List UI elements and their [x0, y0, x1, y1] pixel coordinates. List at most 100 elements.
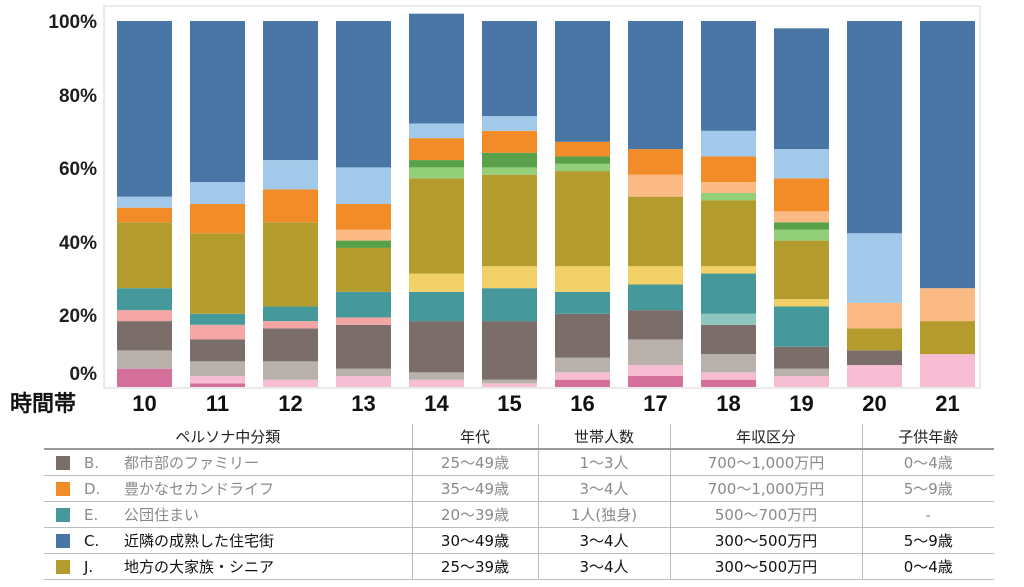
persona-cell: C. 近隣の成熟した住宅街: [44, 527, 412, 554]
bar-segment: [336, 21, 391, 168]
bar-segment: [263, 189, 318, 223]
persona-cell: B. 都市部のファミリー: [44, 449, 412, 476]
household-size-cell: 3〜4人: [537, 553, 670, 580]
age-cell: 30〜49歳: [411, 527, 538, 554]
bar-segment: [920, 21, 975, 289]
bar-segment: [701, 372, 756, 380]
bar-segment: [336, 324, 391, 369]
persona-name: 地方の大家族・シニア: [124, 558, 275, 576]
bar-segment: [336, 204, 391, 230]
header-child-age: 子供年齢: [861, 424, 994, 450]
bar-segment: [482, 321, 537, 380]
income-cell: 700〜1,000万円: [669, 475, 862, 502]
x-tick-label: 10: [132, 391, 156, 416]
persona-name: 都市部のファミリー: [124, 454, 260, 472]
bar-segment: [701, 130, 756, 157]
bar-segment: [628, 266, 683, 285]
bar-segment: [336, 368, 391, 377]
persona-code: C.: [84, 532, 100, 550]
persona-cell: J. 地方の大家族・シニア: [44, 553, 412, 580]
bar-segment: [190, 376, 245, 384]
bar-segment: [263, 321, 318, 329]
bar-segment: [701, 324, 756, 355]
income-cell: 500〜700万円: [669, 501, 862, 528]
bar-segment: [482, 152, 537, 168]
header-income: 年収区分: [669, 424, 862, 450]
bar-segment: [774, 229, 829, 241]
bar-segment: [774, 149, 829, 179]
bar-segment: [774, 178, 829, 212]
age-cell: 35〜49歳: [411, 475, 538, 502]
bar-segment: [190, 182, 245, 204]
x-tick-label: 20: [862, 391, 886, 416]
y-tick-label: 60%: [59, 159, 97, 180]
bar-segment: [117, 350, 172, 369]
bar-segment: [847, 302, 902, 329]
bar-segment: [263, 21, 318, 161]
persona-name: 公団住まい: [124, 506, 200, 524]
child-age-cell: -: [861, 501, 994, 528]
y-tick-label: 100%: [48, 12, 97, 33]
bar-segment: [555, 372, 610, 380]
table-row: E. 公団住まい 20〜39歳 1人(独身) 500〜700万円 -: [44, 501, 994, 528]
bar-segment: [774, 346, 829, 369]
bar-segment: [628, 284, 683, 311]
bar-segment: [920, 354, 975, 387]
bar-segment: [847, 233, 902, 303]
x-tick-label: 21: [935, 391, 959, 416]
household-size-cell: 3〜4人: [537, 527, 670, 554]
bar-segment: [117, 321, 172, 351]
bar-segment: [409, 379, 464, 387]
y-tick-label: 0%: [70, 364, 98, 385]
y-tick-label: 20%: [59, 306, 97, 327]
age-cell: 20〜39歳: [411, 501, 538, 528]
bar-segment: [409, 123, 464, 139]
bar-segment: [409, 273, 464, 292]
bar-segment: [555, 171, 610, 267]
table-row: B. 都市部のファミリー 25〜49歳 1〜3人 700〜1,000万円 0〜4歳: [44, 449, 994, 476]
income-cell: 300〜500万円: [669, 527, 862, 554]
bar-segment: [263, 328, 318, 362]
bar-segment: [190, 313, 245, 325]
bar-segment: [336, 247, 391, 292]
bar-segment: [701, 354, 756, 373]
bar-segment: [628, 365, 683, 377]
bar-segment: [482, 116, 537, 131]
child-age-cell: 0〜4歳: [861, 449, 994, 476]
bar-segment: [263, 160, 318, 190]
bar-segment: [336, 317, 391, 325]
legend-swatch: [56, 482, 70, 496]
persona-code: D.: [84, 480, 101, 498]
bar-segment: [482, 174, 537, 267]
household-size-cell: 1人(独身): [537, 501, 670, 528]
x-tick-label: 14: [424, 391, 449, 416]
table-row: D. 豊かなセカンドライフ 35〜49歳 3〜4人 700〜1,000万円 5〜9歳: [44, 475, 994, 502]
bar-segment: [190, 324, 245, 340]
bar-segment: [555, 21, 610, 142]
legend-swatch: [56, 456, 70, 470]
x-tick-label: 19: [789, 391, 813, 416]
x-tick-label: 18: [716, 391, 740, 416]
bar-segment: [555, 379, 610, 387]
persona-cell: E. 公団住まい: [44, 501, 412, 528]
bar-segment: [847, 328, 902, 351]
y-tick-label: 80%: [59, 86, 97, 107]
household-size-cell: 3〜4人: [537, 475, 670, 502]
bar-segment: [117, 288, 172, 311]
child-age-cell: 5〜9歳: [861, 475, 994, 502]
bar-segment: [117, 196, 172, 208]
plot-frame: [103, 5, 981, 389]
persona-cell: D. 豊かなセカンドライフ: [44, 475, 412, 502]
table-row: C. 近隣の成熟した住宅街 30〜49歳 3〜4人 300〜500万円 5〜9歳: [44, 527, 994, 554]
bar-segment: [555, 291, 610, 314]
header-age: 年代: [411, 424, 538, 450]
persona-table: ペルソナ中分類 年代 世帯人数 年収区分 子供年齢 B. 都市部のファミリー 25〜…: [44, 424, 994, 580]
bar-segment: [701, 313, 756, 325]
bar-segment: [409, 321, 464, 373]
bar-segment: [263, 306, 318, 322]
bar-segment: [482, 266, 537, 289]
legend-swatch: [56, 508, 70, 522]
bar-segment: [263, 379, 318, 387]
x-tick-label: 15: [497, 391, 521, 416]
persona-code: E.: [84, 506, 99, 524]
